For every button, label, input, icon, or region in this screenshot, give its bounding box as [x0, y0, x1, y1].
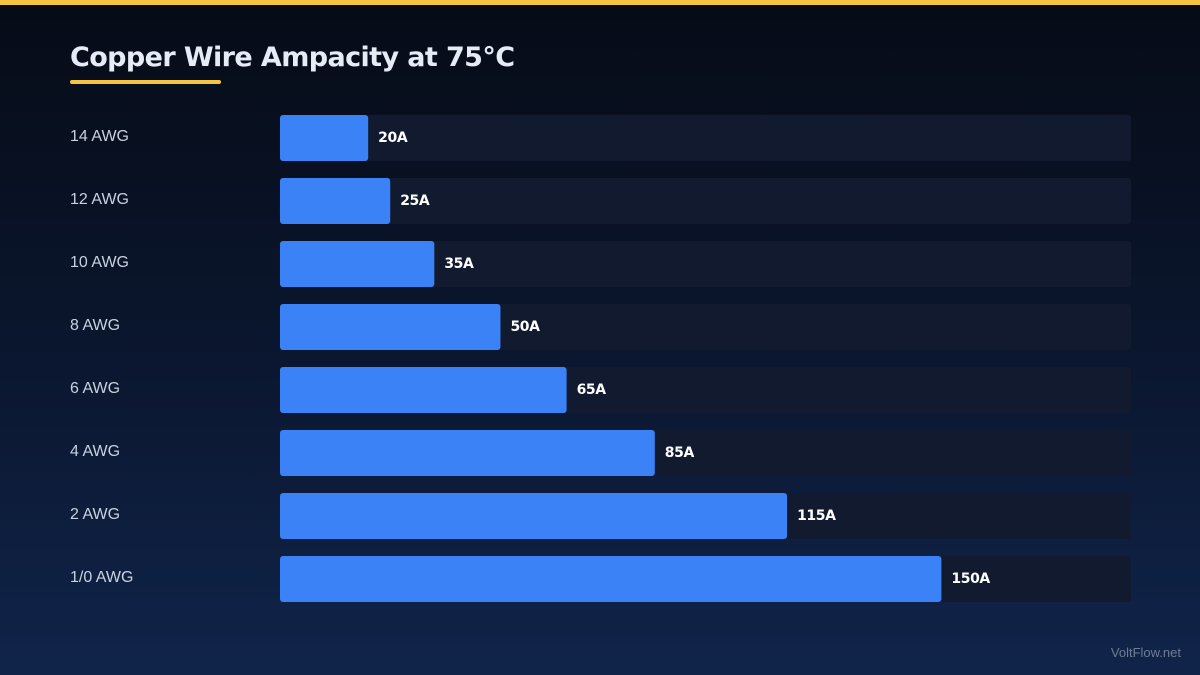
- top-accent-stripe: [0, 0, 1200, 5]
- bar: [280, 556, 942, 602]
- bar: [280, 178, 391, 224]
- category-label: 10 AWG: [70, 254, 129, 271]
- value-label: 150A: [951, 571, 990, 587]
- value-label: 115A: [797, 508, 836, 524]
- category-label: 4 AWG: [70, 443, 120, 460]
- value-label: 35A: [444, 256, 474, 272]
- category-label: 14 AWG: [70, 128, 129, 145]
- chart-title: Copper Wire Ampacity at 75°C: [70, 42, 515, 73]
- bar: [280, 493, 788, 539]
- category-label: 8 AWG: [70, 317, 120, 334]
- category-label: 6 AWG: [70, 380, 120, 397]
- value-label: 65A: [577, 382, 607, 398]
- bar-track: [280, 241, 1131, 287]
- category-label: 2 AWG: [70, 506, 120, 523]
- bar: [280, 304, 501, 350]
- title-underline: [70, 80, 221, 84]
- bar: [280, 367, 567, 413]
- value-label: 25A: [400, 193, 430, 209]
- value-label: 20A: [378, 130, 408, 146]
- category-label: 12 AWG: [70, 191, 129, 208]
- category-label: 1/0 AWG: [70, 569, 133, 586]
- value-label: 50A: [510, 319, 540, 335]
- bar-track: [280, 178, 1131, 224]
- value-label: 85A: [665, 445, 695, 461]
- watermark: VoltFlow.net: [1110, 645, 1181, 660]
- bar: [280, 241, 435, 287]
- bar: [280, 115, 369, 161]
- bar: [280, 430, 655, 476]
- bar-track: [280, 115, 1131, 161]
